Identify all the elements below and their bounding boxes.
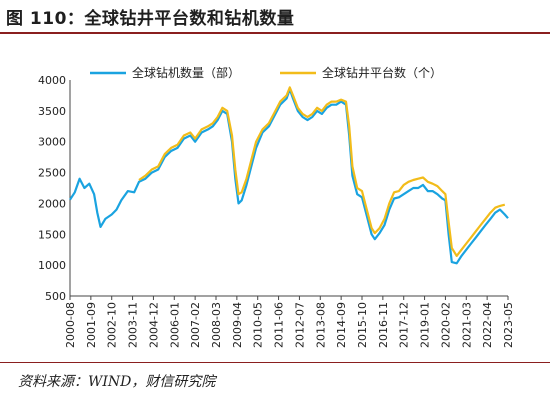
x-tick-label: 2006-01 (168, 302, 181, 348)
x-tick-label: 2022-04 (481, 302, 494, 348)
x-tick-label: 2001-09 (85, 302, 98, 348)
x-tick-label: 2000-08 (64, 302, 77, 348)
y-tick-label: 4000 (38, 74, 66, 87)
series-layer (69, 86, 509, 265)
y-tick-label: 2500 (38, 167, 66, 180)
y-axis: 500 1000 1500 2000 2500 3000 3500 4000 (38, 74, 71, 303)
x-tick-label: 2007-02 (189, 302, 202, 348)
x-tick-label: 2023-05 (502, 302, 515, 348)
source-note: 资料来源：WIND，财信研究院 (18, 374, 216, 390)
x-tick-label: 2017-12 (398, 302, 411, 348)
x-tick-label: 2009-04 (231, 302, 244, 348)
series-line-1 (69, 88, 509, 265)
x-tick-label: 2003-11 (127, 302, 140, 348)
source-rule (0, 362, 550, 363)
x-tick-label: 2019-01 (419, 302, 432, 348)
legend-label-1: 全球钻机数量（部） (132, 65, 240, 80)
x-tick-label: 2004-12 (147, 302, 160, 348)
x-tick-label: 2021-03 (460, 302, 473, 348)
y-tick-label: 500 (45, 290, 66, 303)
x-tick-label: 2012-07 (293, 302, 306, 348)
y-tick-label: 2000 (38, 197, 66, 210)
y-tick-label: 3500 (38, 105, 66, 118)
y-tick-label: 1500 (38, 228, 66, 241)
title-rule (0, 32, 550, 34)
figure-title: 图 110：全球钻井平台数和钻机数量 (6, 9, 295, 29)
x-tick-label: 2013-08 (314, 302, 327, 348)
x-tick-label: 2015-10 (356, 302, 369, 348)
x-tick-label: 2011-06 (273, 302, 286, 348)
x-tick-label: 2002-10 (106, 302, 119, 348)
x-axis: 2000-08 2001-09 2002-10 2003-11 2004-12 2006-… (64, 295, 515, 348)
x-tick-label: 2008-03 (210, 302, 223, 348)
legend: 全球钻机数量（部） 全球钻井平台数（个） (90, 65, 442, 80)
y-tick-label: 1000 (38, 259, 66, 272)
series-line-2 (138, 86, 506, 257)
x-tick-label: 2014-09 (335, 302, 348, 348)
legend-label-2: 全球钻井平台数（个） (322, 65, 442, 80)
x-tick-label: 2016-11 (377, 302, 390, 348)
y-tick-label: 3000 (38, 136, 66, 149)
x-tick-label: 2020-02 (439, 302, 452, 348)
x-tick-label: 2010-05 (252, 302, 265, 348)
